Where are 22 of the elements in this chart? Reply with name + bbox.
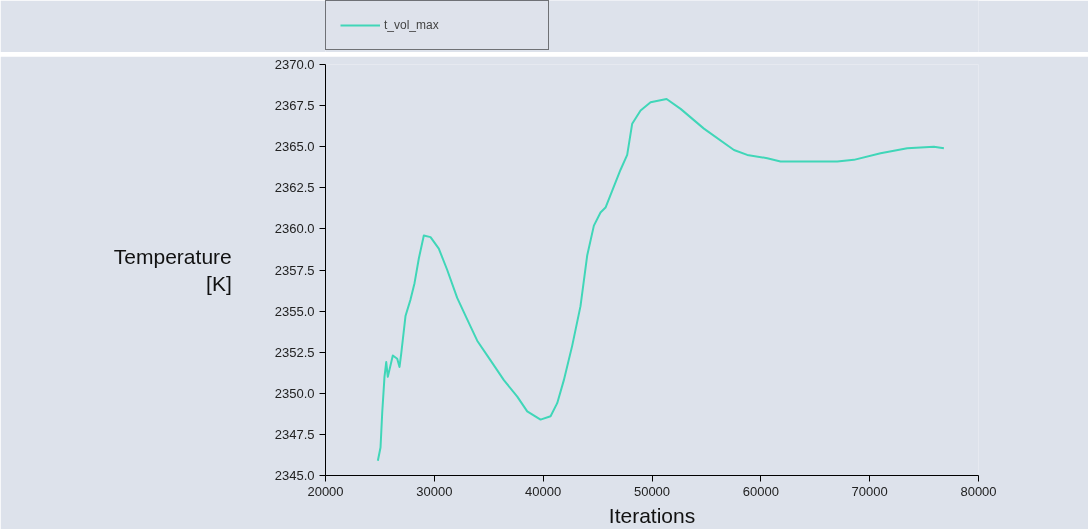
- y-tick-label: 2355.0: [274, 303, 315, 319]
- y-tick-label: 2347.5: [274, 426, 315, 442]
- x-tick-label: 20000: [307, 483, 344, 499]
- y-tick-label: 2365.0: [274, 139, 315, 155]
- y-tick-label: 2352.5: [274, 344, 315, 360]
- x-tick-label: 80000: [960, 483, 997, 499]
- legend-label: t_vol_max: [384, 18, 440, 32]
- x-tick-label: 60000: [742, 483, 779, 499]
- y-tick-label: 2370.0: [274, 57, 315, 72]
- y-tick-label: 2350.0: [274, 385, 315, 401]
- y-tick-label: 2367.5: [274, 98, 315, 114]
- x-tick-label: 50000: [633, 483, 671, 499]
- x-tick-label: 40000: [525, 483, 562, 499]
- y-tick-label: 2360.0: [274, 221, 315, 237]
- line-series: [376, 98, 945, 462]
- y-tick-label: 2357.5: [274, 262, 315, 278]
- x-tick-label: 70000: [851, 483, 888, 499]
- y-axis-title: Temperature [K]: [113, 244, 232, 296]
- x-tick-label: 30000: [416, 483, 453, 499]
- y-tick-label: 2345.0: [274, 468, 315, 483]
- y-tick-label: 2362.5: [274, 180, 315, 196]
- x-axis-title: Iterations: [608, 503, 696, 527]
